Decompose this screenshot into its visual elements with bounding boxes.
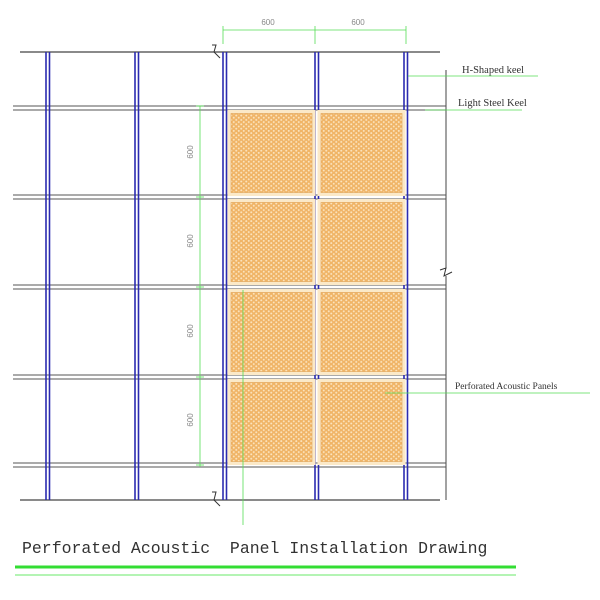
perforated-panel bbox=[320, 113, 403, 193]
dim-left-3: 600 bbox=[186, 324, 195, 338]
dim-left-1: 600 bbox=[186, 145, 195, 159]
perforated-panel bbox=[230, 113, 313, 193]
perforated-panel bbox=[230, 382, 313, 462]
acoustic-panels bbox=[227, 110, 406, 465]
perforated-panel bbox=[230, 292, 313, 372]
break-symbol bbox=[212, 44, 221, 59]
dim-left-2: 600 bbox=[186, 234, 195, 248]
perforated-panel bbox=[320, 292, 403, 372]
perforated-panel bbox=[230, 202, 313, 282]
break-symbol bbox=[212, 491, 221, 507]
dim-top-2: 600 bbox=[351, 18, 365, 27]
label-perforated-panels: Perforated Acoustic Panels bbox=[455, 381, 558, 392]
drawing-title: Perforated Acoustic Panel Installation D… bbox=[22, 539, 487, 558]
perforated-panel bbox=[320, 382, 403, 462]
label-h-shaped-keel: H-Shaped keel bbox=[462, 65, 524, 76]
dim-left-4: 600 bbox=[186, 413, 195, 427]
break-symbol bbox=[439, 267, 453, 277]
label-light-steel-keel: Light Steel Keel bbox=[458, 98, 527, 109]
dim-top-1: 600 bbox=[261, 18, 275, 27]
dimension-lines bbox=[196, 26, 590, 525]
perforated-panel bbox=[320, 202, 403, 282]
